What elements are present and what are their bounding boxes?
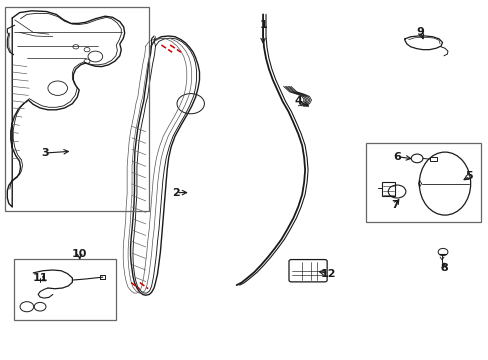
- Text: 3: 3: [41, 148, 49, 158]
- Text: 6: 6: [392, 152, 400, 162]
- Bar: [5, 7, 149, 211]
- Text: 12: 12: [320, 269, 336, 279]
- Text: 7: 7: [390, 200, 398, 210]
- Text: 2: 2: [172, 188, 180, 198]
- Bar: [14, 259, 116, 320]
- Text: 8: 8: [439, 263, 447, 273]
- Text: 10: 10: [72, 249, 87, 259]
- Text: 5: 5: [465, 171, 472, 181]
- Text: 9: 9: [416, 27, 424, 37]
- Text: 11: 11: [32, 273, 48, 283]
- Text: 1: 1: [259, 20, 266, 30]
- Text: 4: 4: [294, 96, 302, 106]
- Bar: [382, 182, 394, 196]
- Bar: [429, 157, 436, 161]
- Bar: [365, 143, 480, 222]
